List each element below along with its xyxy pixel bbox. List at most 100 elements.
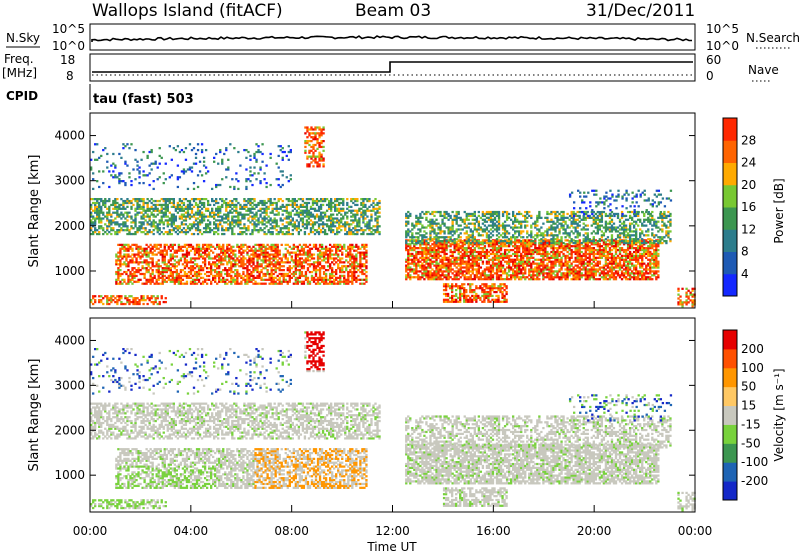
- power-cell: [278, 257, 281, 260]
- power-cell: [320, 278, 324, 281]
- power-cell: [153, 245, 156, 248]
- power-cell: [238, 274, 241, 278]
- power-cell: [261, 201, 264, 205]
- power-cell: [265, 207, 268, 210]
- power-cell: [235, 205, 238, 209]
- power-cell: [165, 243, 168, 247]
- power-cell: [473, 258, 476, 261]
- power-cell: [347, 282, 350, 285]
- power-cell: [347, 270, 350, 274]
- power-cell: [164, 162, 167, 165]
- power-cell: [296, 276, 300, 280]
- power-cell: [183, 261, 187, 264]
- power-cell: [127, 245, 130, 248]
- power-cell: [312, 243, 316, 247]
- power-cell: [260, 263, 263, 266]
- power-cell: [183, 282, 187, 285]
- power-cell: [336, 221, 339, 224]
- power-cell: [118, 203, 121, 207]
- power-cell: [572, 245, 575, 248]
- power-cell: [120, 213, 123, 216]
- power-cell: [106, 152, 109, 156]
- power-cell: [102, 199, 105, 203]
- power-cell: [409, 254, 412, 258]
- power-cell: [234, 261, 237, 264]
- power-cell: [522, 276, 525, 279]
- power-cell: [449, 248, 452, 252]
- power-cell: [499, 262, 503, 265]
- power-cell: [554, 274, 557, 277]
- power-cell: [142, 230, 145, 234]
- power-cell: [483, 270, 487, 273]
- power-cell: [349, 249, 352, 252]
- power-cell: [495, 248, 499, 252]
- power-cell: [319, 223, 323, 226]
- power-cell: [185, 276, 189, 280]
- power-cell: [308, 132, 311, 135]
- power-cell: [126, 215, 129, 218]
- power-cell: [152, 203, 155, 207]
- power-cell: [469, 262, 472, 265]
- power-cell: [125, 247, 128, 250]
- power-cell: [514, 245, 517, 248]
- power-cell: [167, 276, 170, 280]
- power-cell: [556, 256, 559, 259]
- power-cell: [457, 264, 460, 267]
- power-cell: [435, 264, 438, 267]
- power-cell: [196, 221, 200, 224]
- power-cell: [356, 221, 359, 224]
- power-cell: [578, 252, 581, 256]
- power-cell: [106, 199, 109, 203]
- power-cell: [171, 257, 174, 260]
- power-cell: [578, 272, 581, 275]
- power-cell: [149, 257, 152, 260]
- power-cell: [255, 219, 258, 222]
- power-cell: [463, 260, 466, 263]
- power-cell: [112, 199, 115, 203]
- power-cell: [308, 143, 311, 147]
- power-cell: [229, 203, 232, 207]
- power-cell: [231, 215, 234, 218]
- power-cell: [142, 302, 145, 306]
- power-cell: [259, 201, 262, 205]
- power-cell: [493, 247, 497, 250]
- power-cell: [144, 174, 147, 177]
- power-cell: [259, 199, 262, 203]
- power-cell: [279, 145, 282, 148]
- power-cell: [159, 243, 162, 247]
- power-cell: [421, 248, 424, 252]
- power-cell: [355, 267, 358, 270]
- power-cell: [261, 160, 264, 163]
- power-cell: [215, 219, 218, 222]
- power-cell: [417, 247, 420, 250]
- power-cell: [425, 270, 428, 273]
- power-cell: [207, 245, 211, 248]
- power-cell: [115, 272, 118, 276]
- power-cell: [90, 219, 93, 222]
- power-cell: [245, 229, 248, 232]
- power-cell: [355, 249, 358, 252]
- power-cell: [121, 243, 124, 247]
- power-cell: [477, 266, 481, 269]
- power-cell: [522, 264, 525, 267]
- power-cell: [120, 203, 123, 207]
- power-cell: [236, 282, 239, 285]
- power-cell: [354, 213, 357, 216]
- power-cell: [151, 251, 154, 254]
- power-cell: [156, 227, 159, 230]
- power-cell: [511, 274, 515, 277]
- power-cell: [303, 205, 307, 209]
- power-cell: [126, 299, 129, 302]
- power-cell: [322, 145, 325, 149]
- power-cell: [184, 211, 188, 214]
- power-cell: [507, 243, 511, 246]
- power-cell: [487, 266, 491, 269]
- power-cell: [190, 207, 194, 210]
- power-cell: [189, 243, 193, 247]
- power-cell: [142, 215, 145, 218]
- power-cell: [264, 274, 267, 278]
- power-cell: [119, 274, 122, 278]
- power-cell: [363, 278, 366, 281]
- power-cell: [334, 203, 337, 207]
- power-cell: [146, 174, 149, 177]
